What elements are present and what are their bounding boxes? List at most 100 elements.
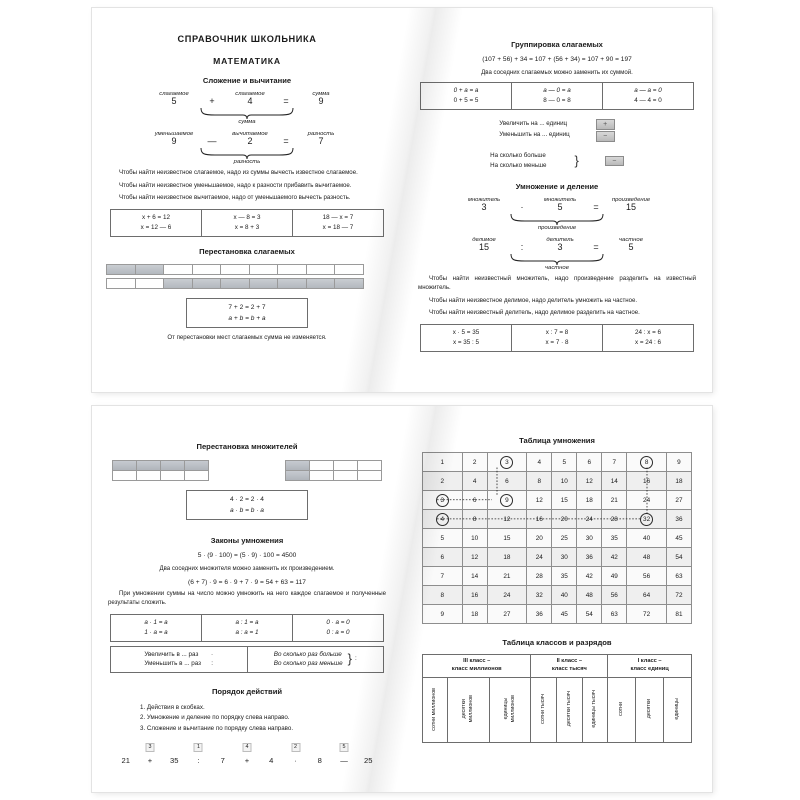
unit-rule-2-line1: a : 1 = a	[235, 619, 259, 627]
multiplication-table-cell: 36	[526, 604, 553, 624]
grid-cell	[333, 470, 358, 481]
multiplication-table-cell: 56	[601, 585, 628, 605]
circled-value: 3	[500, 455, 514, 469]
strip-cell	[334, 263, 364, 275]
commutativity-strips	[106, 263, 388, 289]
times-multiply-symbol: ·	[211, 650, 214, 658]
multiplication-table-cell: 40	[626, 528, 667, 548]
multiplication-table-cell: 16	[461, 585, 488, 605]
grouping-expression: (107 + 56) + 34 = 107 + (56 + 34) = 107 …	[482, 56, 632, 63]
multiplication-commutativity-grids	[112, 460, 382, 481]
rank-cell: десятки	[635, 677, 664, 743]
factor-label-1: множитель	[467, 197, 501, 204]
subtrahend-label: вычитаемое	[232, 130, 268, 137]
section-heading-multiplication-division: Умножение и деление	[515, 182, 599, 192]
book-title: СПРАВОЧНИК ШКОЛЬНИКА	[177, 34, 317, 44]
order-of-operations-list: 1. Действия в скобках. 2. Умножение и де…	[140, 703, 388, 734]
increase-decrease-units-block: Увеличить на ... единиц Уменьшить на ...…	[416, 118, 698, 142]
law-distributive-note: При умножении суммы на число можно умнож…	[108, 590, 386, 607]
multiplication-table-cell: 35	[601, 528, 628, 548]
strip-cell	[191, 277, 221, 289]
multiplication-table-row: 5 10 15 20 25 30 35 40 45	[422, 528, 693, 548]
order-expr-token: 8	[317, 755, 322, 765]
multiplication-table-cell: 3	[486, 452, 528, 472]
unit-rule-1-line1: a · 1 = a	[144, 619, 168, 627]
zero-rule-2-line2: 8 — 0 = 8	[543, 96, 571, 104]
multiplication-table-cell: 12	[576, 471, 603, 491]
multiplication-table-cell: 8	[422, 585, 463, 605]
multiplication-table-cell: 7	[422, 566, 463, 586]
minuend-label: уменьшаемое	[154, 130, 194, 137]
multiplication-table-cell: 54	[576, 604, 603, 624]
minus-operator: —	[207, 135, 217, 146]
order-expr-step-marker: 2	[291, 742, 300, 752]
factor-value-1: 3	[481, 202, 487, 213]
strip-cell	[305, 277, 335, 289]
mul-example-3-line2: x = 24 : 6	[634, 339, 662, 347]
multiplication-table-cell: 2	[461, 452, 488, 472]
zero-rule-3-line2: 4 — 4 = 0	[634, 96, 662, 104]
section-heading-commutative-multiplication: Перестановка множителей	[196, 442, 298, 451]
multiplication-table-row: 9 18 27 36 45 54 63 72 81	[422, 604, 693, 624]
times-how-many-cell: Во сколько раз больше Во сколько раз мен…	[248, 647, 384, 673]
strip-cell	[220, 263, 250, 275]
order-rule-1: 1. Действия в скобках.	[140, 704, 205, 712]
multiplication-table-cell: 9	[486, 490, 528, 510]
classes-header-row: III класс – класс миллионов II класс – клас…	[421, 654, 692, 678]
book-spread-bottom: Перестановка множителей 4 · 2 = 2 · 4 a …	[92, 406, 712, 792]
section-heading-classes-table: Таблица классов и разрядов	[502, 638, 612, 647]
multiplication-table-cell: 4	[526, 452, 553, 472]
mul-example-1-line2: x = 35 : 5	[452, 339, 480, 347]
times-increase-label: Увеличить в ... раз	[144, 650, 199, 658]
multiplication-table-row: 4 8 12 16 20 24 28 32 36	[422, 509, 693, 529]
multiplication-table-cell: 18	[486, 547, 528, 567]
product-value: 15	[625, 202, 636, 213]
multiplication-table-cell: 56	[626, 566, 667, 586]
multiplication-table-cell: 20	[526, 528, 553, 548]
multiplication-table-cell: 2	[422, 471, 463, 491]
multiplication-table-cell: 45	[665, 528, 693, 548]
mul-example-3-line1: 24 : x = 6	[634, 329, 662, 337]
grid-right	[285, 460, 382, 481]
law-distributive-expression: (6 + 7) · 9 = 6 · 9 + 7 · 9 = 54 + 63 = …	[188, 579, 306, 587]
grid-cell	[112, 470, 137, 481]
multiplication-table-cell: 42	[576, 566, 603, 586]
multiplication-table-cell: 24	[626, 490, 667, 510]
how-much-more-label: На сколько больше	[490, 151, 546, 159]
multiplication-table-cell: 49	[601, 566, 628, 586]
rank-label: единицы миллионов	[502, 695, 516, 723]
equation-example-1: x + 6 = 12 x = 12 — 6	[111, 210, 202, 236]
multiplication-table-cell: 27	[486, 604, 528, 624]
book-spread-top: СПРАВОЧНИК ШКОЛЬНИКА МАТЕМАТИКА Сложение…	[92, 8, 712, 392]
strip-cell	[220, 277, 250, 289]
page-3: Перестановка множителей 4 · 2 = 2 · 4 a …	[92, 406, 402, 792]
sum-label: сумма	[312, 91, 330, 97]
multiplication-table-row: 3 6 9 12 15 18 21 24 27	[422, 490, 693, 510]
multiplication-table-cell: 28	[601, 509, 628, 529]
multiplication-table-row: 6 12 18 24 30 36 42 48 54	[422, 547, 693, 567]
multiplication-table-cell: 25	[551, 528, 578, 548]
class-header-line2: класс единиц	[630, 666, 669, 672]
rank-label: единицы	[673, 698, 680, 720]
multiplication-table-cell: 8	[526, 471, 553, 491]
how-much-more-less-text: На сколько больше На сколько меньше	[490, 151, 546, 173]
equals-operator-2: =	[283, 135, 289, 146]
multiplication-table-cell: 18	[665, 471, 693, 491]
multiplication-table-cell: 48	[626, 547, 667, 567]
class-header-line1: I класс –	[637, 658, 662, 665]
multiplication-table-cell: 8	[461, 509, 488, 529]
multiplication-table-cell: 18	[576, 490, 603, 510]
multiplication-table-cell: 63	[665, 566, 693, 586]
section-heading-addition-subtraction: Сложение и вычитание	[202, 76, 292, 85]
grid-cell	[309, 470, 334, 481]
multiplication-table-cell: 48	[576, 585, 603, 605]
equals-operator-3: =	[593, 202, 599, 213]
product-brace-icon	[416, 214, 698, 226]
multiplication-table-cell: 32	[626, 509, 667, 529]
minus-button-stack: −	[604, 156, 624, 167]
difference-brace-icon	[106, 147, 388, 160]
multiplication-table-cell: 6	[486, 471, 528, 491]
multiplication-table-cell: 42	[601, 547, 628, 567]
grid-row	[285, 470, 382, 481]
increase-decrease-units-text: Увеличить на ... единиц Уменьшить на ...…	[499, 119, 569, 141]
